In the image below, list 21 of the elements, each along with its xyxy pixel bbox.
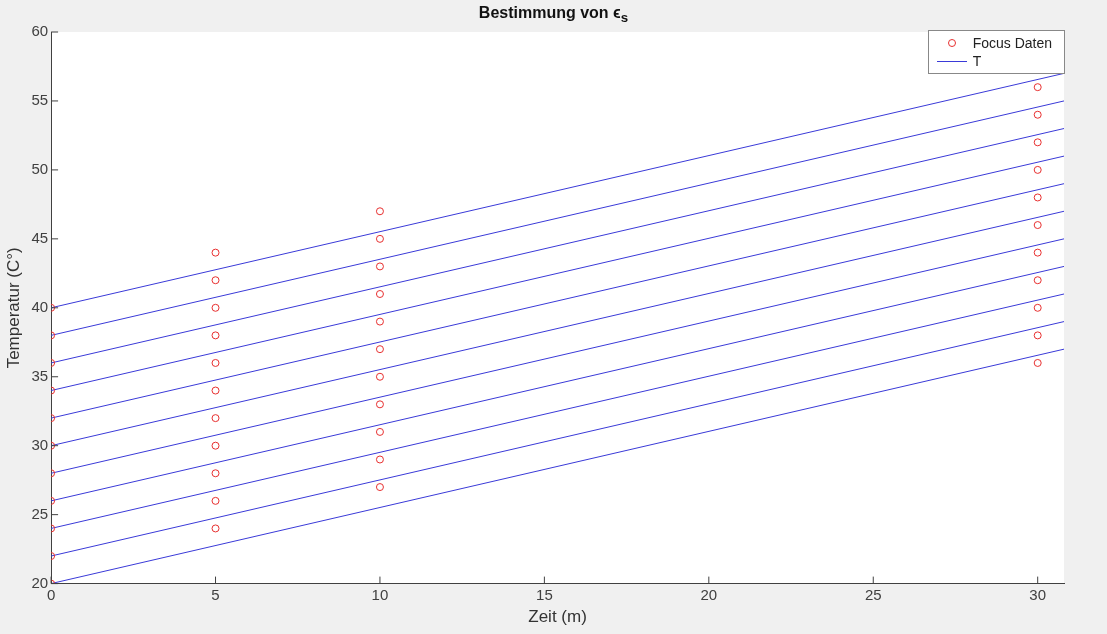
y-tick-label: 45 [31, 228, 49, 246]
x-axis-title: Zeit (m) [528, 607, 587, 627]
y-tick-label: 30 [31, 435, 49, 453]
x-tick-label: 10 [371, 585, 389, 603]
x-tick-label: 30 [1029, 585, 1047, 603]
y-tick-label: 50 [31, 160, 49, 178]
y-tick-label: 40 [31, 297, 49, 315]
y-tick-label: 60 [31, 22, 49, 40]
y-tick-label: 55 [31, 91, 49, 109]
x-tick-label: 15 [536, 585, 553, 603]
x-tick-label: 20 [700, 585, 718, 603]
x-tick-label: 0 [46, 585, 56, 603]
chart-title: Bestimmung von ϵ$_{s}$ [478, 4, 629, 26]
legend-label: T [972, 53, 982, 69]
y-axis-title: Temperatur (C°) [3, 247, 23, 369]
y-tick-label: 25 [31, 504, 49, 522]
x-tick-label: 25 [864, 585, 882, 603]
x-tick-label: 5 [211, 585, 220, 603]
y-tick-label: 20 [31, 573, 49, 591]
legend-label: Focus Daten [972, 35, 1052, 51]
y-tick-label: 35 [31, 366, 49, 384]
